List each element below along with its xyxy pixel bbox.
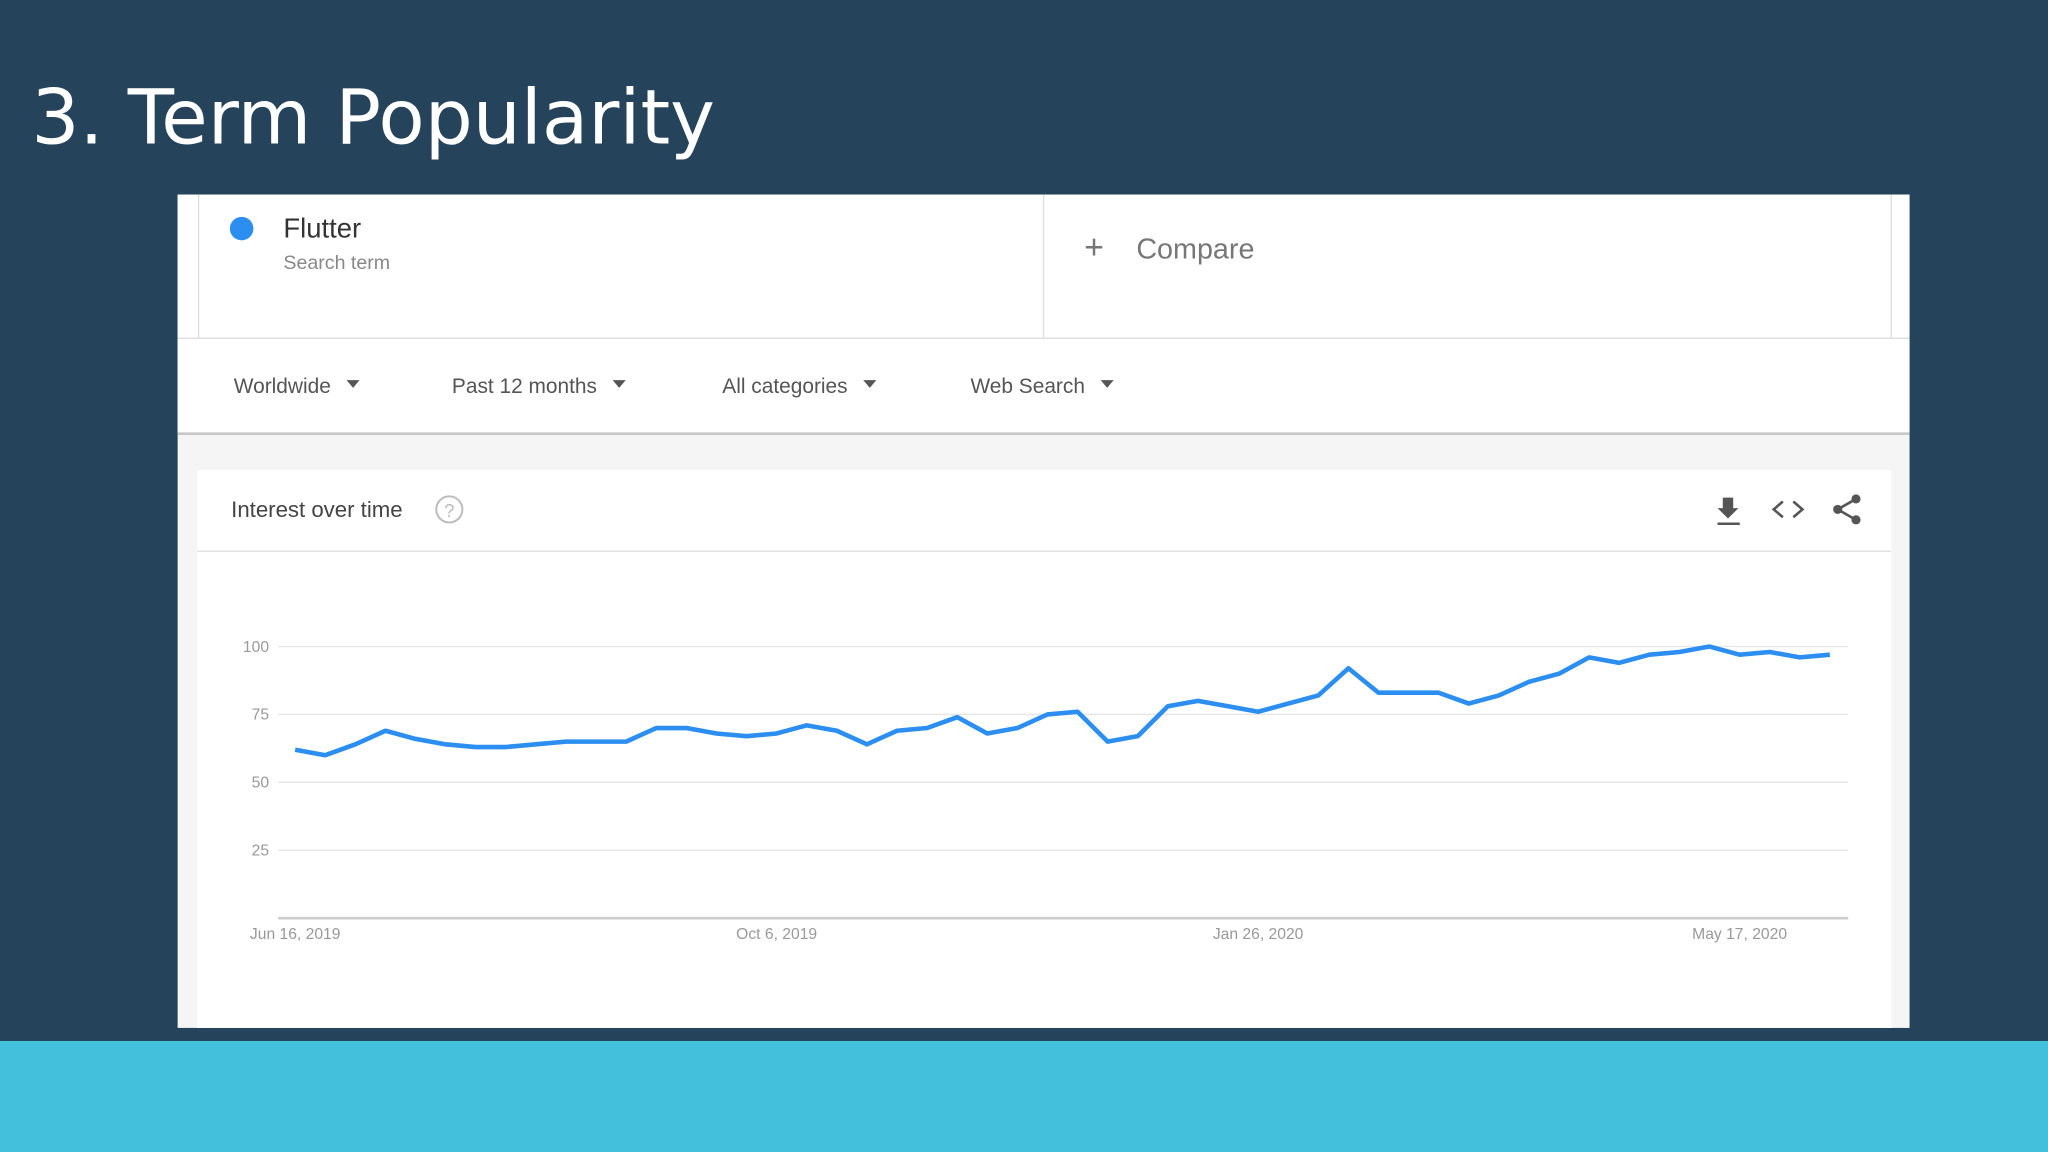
filter-dropdown[interactable]: All categories [722,375,847,398]
search-term-label: Search term [283,252,390,274]
footer-band [0,1040,2048,1152]
x-tick-label: Oct 6, 2019 [736,926,817,943]
term-dot [229,216,254,241]
dropdown-arrow [612,380,626,388]
chart-title: Interest over time [231,497,402,522]
y-tick-label: 25 [252,843,270,860]
x-tick-label: Jan 26, 2020 [1213,926,1304,943]
x-tick-label: Jun 16, 2019 [250,926,341,943]
y-tick-label: 100 [243,639,269,656]
filter-dropdown[interactable]: Web Search [970,375,1085,398]
y-tick-label: 75 [252,707,270,724]
dropdown-arrow [346,380,360,388]
trend-line [294,644,1831,758]
search-term[interactable]: Flutter [283,213,361,244]
plus-icon[interactable]: + [1084,229,1104,267]
dropdown-arrow [1100,380,1114,388]
compare-button[interactable]: Compare [1136,234,1254,266]
download-icon[interactable] [1717,497,1740,526]
filter-dropdown[interactable]: Past 12 months [452,375,597,398]
chart-card [197,470,1892,1028]
filter-dropdown[interactable]: Worldwide [234,375,331,398]
y-tick-label: 50 [252,775,270,792]
help-icon-glyph: ? [444,500,454,521]
dropdown-arrow [863,380,877,388]
slide-title: 3. Term Popularity [31,74,715,162]
share-icon[interactable] [1833,494,1861,525]
x-tick-label: May 17, 2020 [1692,926,1787,943]
embed-icon[interactable] [1771,500,1805,519]
help-icon[interactable] [435,495,464,524]
